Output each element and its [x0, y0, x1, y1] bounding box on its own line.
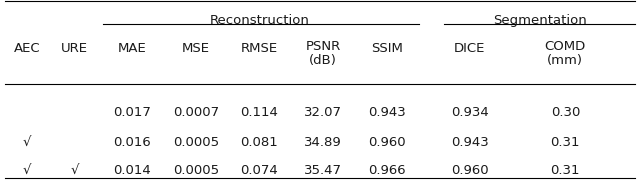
Text: 0.960: 0.960	[451, 164, 488, 177]
Text: AEC: AEC	[13, 42, 40, 55]
Text: URE: URE	[61, 42, 88, 55]
Text: 0.966: 0.966	[368, 164, 406, 177]
Text: √: √	[70, 164, 79, 177]
Text: 0.017: 0.017	[113, 106, 151, 119]
Text: 0.943: 0.943	[368, 106, 406, 119]
Text: (mm): (mm)	[547, 54, 583, 67]
Text: 0.0007: 0.0007	[173, 106, 219, 119]
Text: 0.114: 0.114	[241, 106, 278, 119]
Text: RMSE: RMSE	[241, 42, 278, 55]
Text: 0.943: 0.943	[451, 136, 488, 149]
Text: 0.31: 0.31	[550, 164, 580, 177]
Text: √: √	[22, 164, 31, 177]
Text: 0.0005: 0.0005	[173, 164, 219, 177]
Text: 32.07: 32.07	[304, 106, 342, 119]
Text: Reconstruction: Reconstruction	[209, 14, 309, 27]
Text: 0.014: 0.014	[113, 164, 151, 177]
Text: 0.30: 0.30	[550, 106, 580, 119]
Text: 0.31: 0.31	[550, 136, 580, 149]
Text: 0.074: 0.074	[241, 164, 278, 177]
Text: 0.0005: 0.0005	[173, 136, 219, 149]
Text: 0.960: 0.960	[368, 136, 406, 149]
Text: 34.89: 34.89	[304, 136, 342, 149]
Text: Segmentation: Segmentation	[493, 14, 587, 27]
Text: 0.016: 0.016	[113, 136, 151, 149]
Text: DICE: DICE	[454, 42, 485, 55]
Text: MAE: MAE	[118, 42, 147, 55]
Text: (dB): (dB)	[309, 54, 337, 67]
Text: 0.081: 0.081	[241, 136, 278, 149]
Text: 35.47: 35.47	[304, 164, 342, 177]
Text: √: √	[22, 136, 31, 149]
Text: PSNR: PSNR	[305, 40, 341, 53]
Text: COMD: COMD	[545, 40, 586, 53]
Text: 0.934: 0.934	[451, 106, 488, 119]
Text: SSIM: SSIM	[371, 42, 403, 55]
Text: MSE: MSE	[182, 42, 210, 55]
